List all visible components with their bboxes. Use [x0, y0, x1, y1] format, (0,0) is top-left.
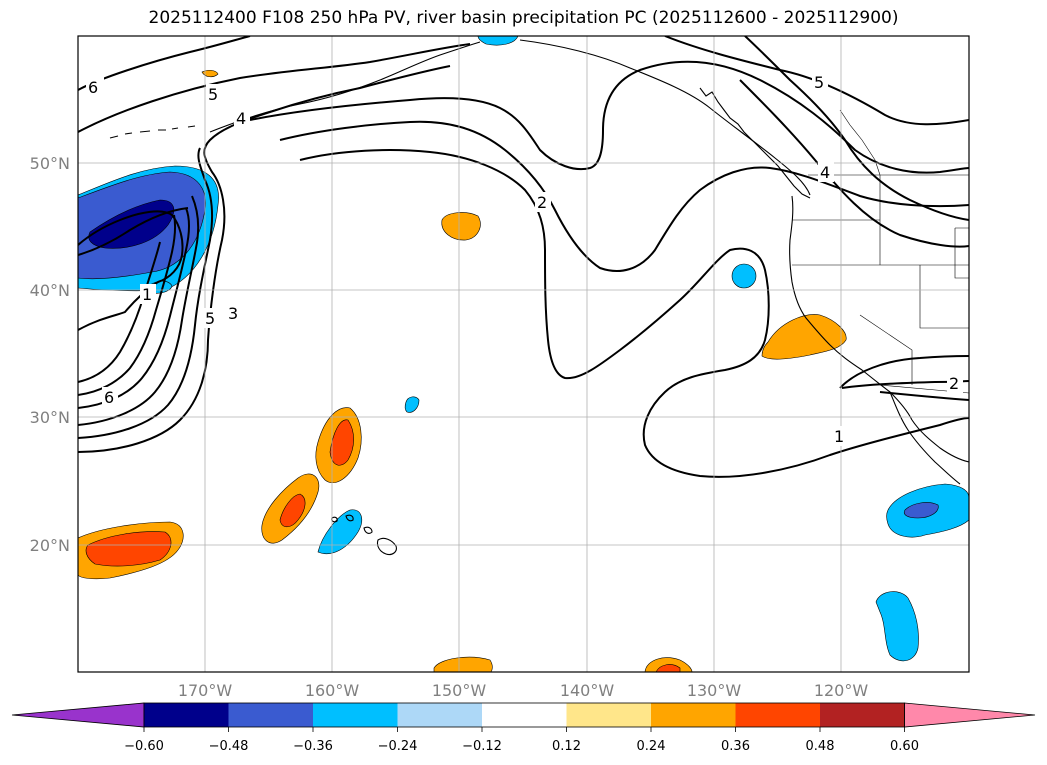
colorbar-segment: [397, 703, 482, 727]
colorbar-ticks: [143, 727, 905, 732]
shade-negative-southeast: [875, 591, 919, 662]
colorbar-tick-label: −0.36: [293, 739, 333, 754]
lat-label-20n: 20°N: [30, 536, 70, 555]
latitude-labels: 50°N 40°N 30°N 20°N: [30, 154, 70, 555]
contour-label-6-west: 6: [104, 388, 114, 407]
contour-east-loop: [839, 355, 969, 389]
pv-contours: [78, 36, 969, 478]
contour-label-2-east: 2: [949, 374, 959, 393]
us-state-border-d: [859, 314, 913, 385]
contour-label-2-center: 2: [537, 193, 547, 212]
contour-label-1-south: 1: [834, 427, 844, 446]
colorbar: −0.60 −0.48 −0.36 −0.24 −0.12 0.12 0.24 …: [11, 702, 1036, 754]
hawaii-maui: [363, 526, 373, 534]
colorbar-outline: [143, 702, 905, 728]
contour-5-northeast: [664, 36, 969, 126]
hawaii-oahu: [345, 514, 354, 522]
colorbar-segment: [735, 703, 820, 727]
colorbar-segment: [144, 703, 229, 727]
contour-3-main: [78, 207, 189, 256]
colorbar-tick-label: 0.12: [552, 739, 581, 754]
shade-positive-california: [761, 314, 847, 360]
contour-6-outer-west: [78, 65, 451, 453]
contour-label-6-north: 6: [88, 78, 98, 97]
contour-2-center: [299, 149, 969, 478]
colorbar-tick-label: −0.60: [124, 739, 164, 754]
colorbar-extend-left: [11, 702, 145, 728]
alaska-canada-border: [839, 109, 881, 176]
contour-label-1-west: 1: [142, 285, 152, 304]
contour-3-west: [78, 207, 190, 409]
british-columbia-coast: [699, 87, 811, 199]
contour-2-main: [249, 60, 969, 174]
contour-label-5-northeast: 5: [814, 73, 824, 92]
contour-5-north: [78, 43, 471, 133]
us-west-coast: [789, 195, 913, 421]
shade-positive-small-north: [201, 69, 219, 78]
map-title: 2025112400 F108 250 hPa PV, river basin …: [148, 8, 899, 28]
colorbar-segment: [820, 703, 905, 727]
contour-2-inner: [279, 120, 969, 272]
contour-label-4-coast: 4: [820, 163, 830, 182]
contour-1-west: [78, 210, 184, 331]
contour-labels: 6 5 4 2 5 4 1 5 3 6 2 1: [86, 72, 963, 446]
aleutian-islands: [109, 125, 196, 139]
colorbar-tick-label: −0.24: [378, 739, 418, 754]
lat-label-40n: 40°N: [30, 281, 70, 300]
shade-positive-bottom-east-core: [655, 664, 681, 672]
hawaii-big-island: [376, 537, 397, 556]
contour-6-west: [78, 214, 177, 396]
map-background: [78, 36, 969, 672]
us-state-border-c: [919, 265, 969, 329]
contour-4-west: [78, 195, 200, 426]
lon-label-170w: 170°W: [178, 681, 233, 700]
shade-negative-small-central: [404, 396, 420, 413]
colorbar-segment: [313, 703, 398, 727]
shade-negative-mexico-core: [903, 502, 939, 519]
colorbar-tick-label: 0.48: [806, 739, 835, 754]
contour-label-3-west: 3: [228, 304, 238, 323]
shade-positive-central: [441, 212, 481, 241]
colorbar-tick-label: −0.48: [209, 739, 249, 754]
contour-2-east-lower: [879, 391, 969, 401]
colorbar-tick-label: 0.24: [637, 739, 666, 754]
lat-label-30n: 30°N: [30, 408, 70, 427]
contour-3-coast: [739, 79, 969, 248]
colorbar-tick-label: 0.60: [890, 739, 919, 754]
shade-positive-sw-core: [85, 531, 172, 567]
lon-label-140w: 140°W: [560, 681, 615, 700]
contour-label-5-north: 5: [208, 85, 218, 104]
contour-label-4-north: 4: [236, 109, 246, 128]
baja-california: [889, 391, 961, 485]
colorbar-tick-label: −0.12: [462, 739, 502, 754]
lon-label-160w: 160°W: [305, 681, 360, 700]
lon-label-120w: 120°W: [814, 681, 869, 700]
map-frame: [77, 35, 970, 673]
colorbar-segment: [566, 703, 651, 727]
shade-negative-top: [477, 36, 519, 46]
colorbar-tick-labels: −0.60 −0.48 −0.36 −0.24 −0.12 0.12 0.24 …: [124, 739, 919, 754]
shade-positive-hawaii-north-core: [329, 419, 354, 466]
lat-label-50n: 50°N: [30, 154, 70, 173]
contour-7-west: [78, 241, 161, 383]
colorbar-segment: [482, 703, 567, 727]
shade-positive-hawaii-south-core: [279, 493, 306, 528]
colorbar-segment: [228, 703, 313, 727]
lon-label-150w: 150°W: [432, 681, 487, 700]
longitude-labels: 170°W 160°W 150°W 140°W 130°W 120°W: [178, 681, 869, 700]
colorbar-segment: [651, 703, 736, 727]
idaho-border: [954, 227, 969, 279]
contour-label-5-west: 5: [205, 309, 215, 328]
lon-label-130w: 130°W: [687, 681, 742, 700]
contour-4-coast: [744, 36, 969, 221]
colorbar-extend-right: [904, 702, 1036, 728]
shade-negative-circle: [731, 263, 757, 289]
colorbar-tick-label: 0.36: [721, 739, 750, 754]
